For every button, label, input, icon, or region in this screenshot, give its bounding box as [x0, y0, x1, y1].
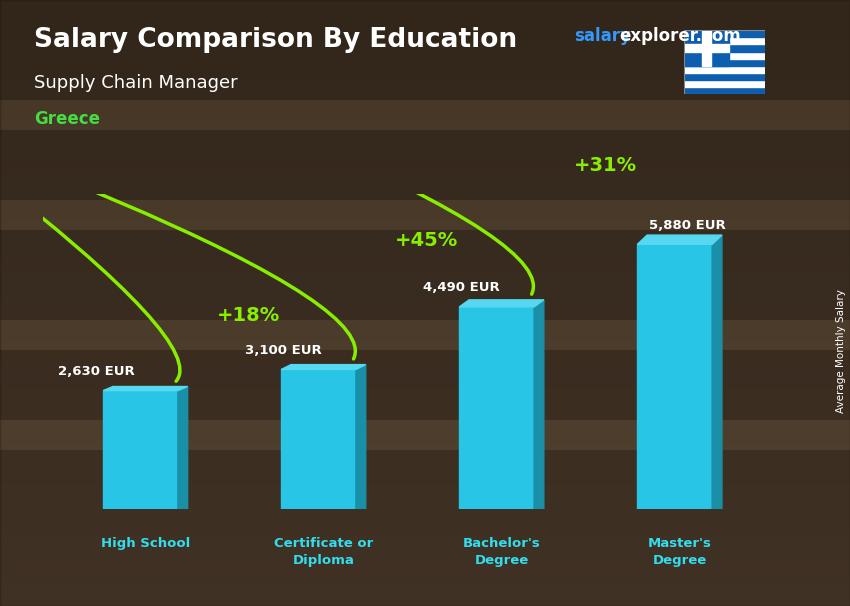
Bar [103, 391, 178, 509]
Text: Salary Comparison By Education: Salary Comparison By Education [34, 27, 517, 53]
Polygon shape [534, 300, 544, 509]
Text: Bachelor's
Degree: Bachelor's Degree [462, 538, 541, 567]
Text: 3,100 EUR: 3,100 EUR [245, 344, 321, 357]
Bar [684, 30, 765, 38]
Text: High School: High School [101, 538, 190, 550]
Polygon shape [281, 365, 366, 370]
Bar [684, 73, 765, 80]
FancyArrowPatch shape [0, 0, 534, 294]
Text: 4,490 EUR: 4,490 EUR [422, 281, 500, 295]
Polygon shape [178, 387, 188, 509]
Text: +31%: +31% [574, 156, 637, 175]
Polygon shape [638, 235, 722, 244]
Bar [684, 38, 765, 44]
Text: 5,880 EUR: 5,880 EUR [649, 219, 726, 231]
Polygon shape [459, 300, 544, 307]
Polygon shape [712, 235, 722, 509]
Bar [638, 244, 712, 509]
Text: 2,630 EUR: 2,630 EUR [58, 365, 134, 378]
Text: Master's
Degree: Master's Degree [648, 538, 711, 567]
Bar [684, 52, 765, 59]
Text: Average Monthly Salary: Average Monthly Salary [836, 290, 846, 413]
Text: +45%: +45% [395, 231, 459, 250]
Bar [684, 30, 729, 65]
Text: explorer.com: explorer.com [619, 27, 740, 45]
Bar [702, 30, 711, 65]
Bar [281, 370, 356, 509]
Bar [684, 65, 765, 73]
Bar [684, 44, 729, 52]
FancyArrowPatch shape [0, 0, 355, 359]
FancyArrowPatch shape [0, 0, 180, 381]
Bar [684, 80, 765, 87]
Bar [684, 44, 765, 52]
Text: Greece: Greece [34, 110, 100, 128]
Text: +18%: +18% [218, 307, 280, 325]
Polygon shape [103, 387, 188, 391]
Text: salary: salary [574, 27, 631, 45]
Bar [459, 307, 534, 509]
Bar [684, 87, 765, 94]
Text: Certificate or
Diploma: Certificate or Diploma [274, 538, 373, 567]
Bar [684, 59, 765, 65]
Text: Supply Chain Manager: Supply Chain Manager [34, 74, 238, 92]
Polygon shape [356, 365, 366, 509]
